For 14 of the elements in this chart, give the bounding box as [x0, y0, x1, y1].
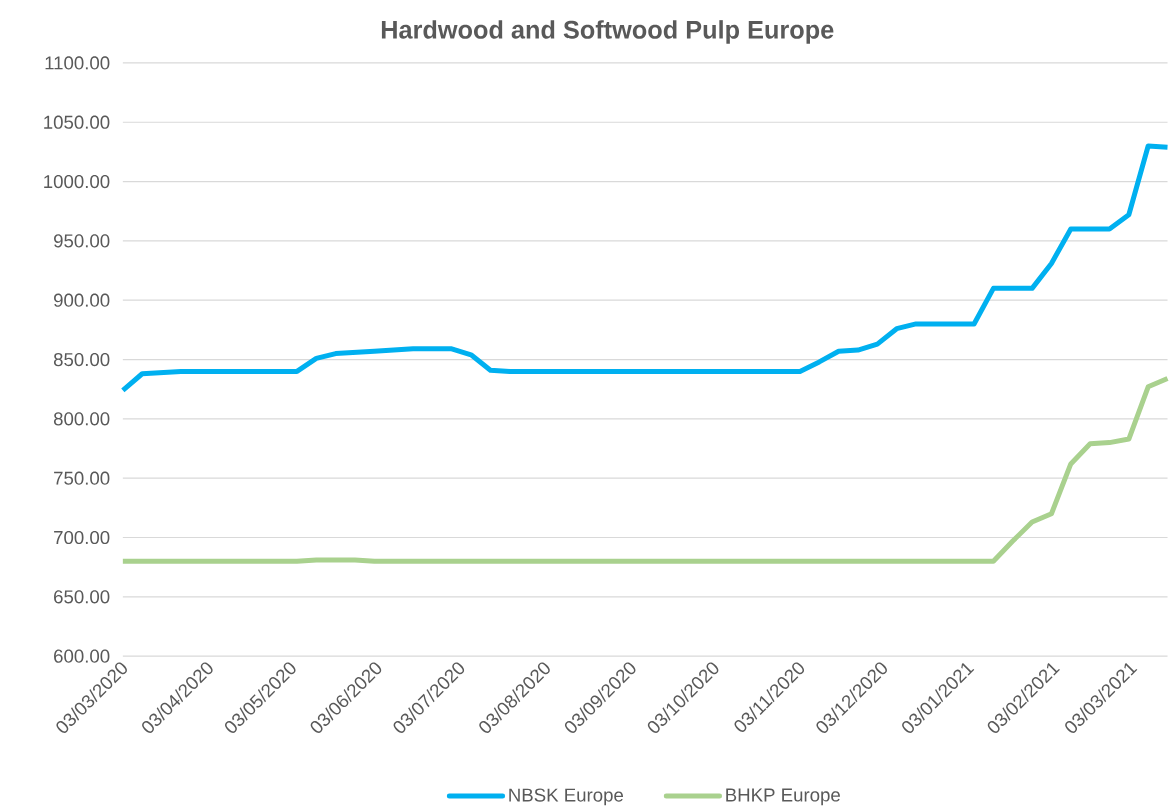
y-tick-label: 700.00 [54, 530, 110, 545]
y-tick-label: 1000.00 [44, 174, 110, 189]
y-tick-label: 800.00 [53, 412, 110, 426]
y-tick-label: 1050.00 [44, 115, 110, 129]
chart-title: Hardwood and Softwood Pulp Europe [381, 20, 834, 44]
y-tick-label: 950.00 [54, 234, 110, 248]
legend-label: BHKP Europe [726, 788, 840, 806]
y-tick-label: 900.00 [54, 293, 110, 307]
legend-label: NBSK Europe [509, 788, 624, 806]
y-tick-label: 750.00 [54, 471, 110, 485]
y-tick-label: 1100.00 [45, 56, 110, 70]
y-tick-label: 850.00 [53, 352, 110, 367]
y-tick-label: 650.00 [54, 590, 110, 604]
y-tick-label: 600.00 [54, 649, 110, 663]
